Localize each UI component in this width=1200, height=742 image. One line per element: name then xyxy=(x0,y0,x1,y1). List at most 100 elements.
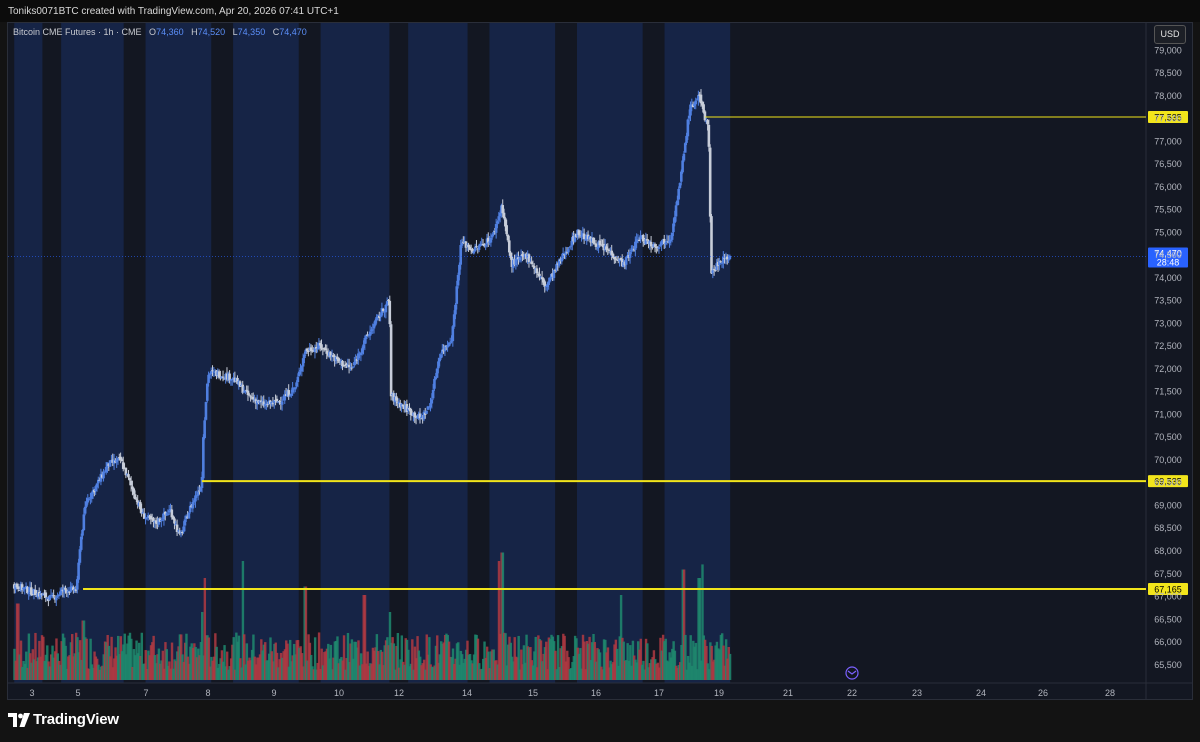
volume-bar xyxy=(32,659,36,680)
volume-bar xyxy=(68,655,71,680)
volume-bar xyxy=(711,661,715,680)
volume-bar xyxy=(169,668,172,680)
symbol-name[interactable]: Bitcoin CME Futures · 1h · CME xyxy=(13,27,142,37)
volume-bar xyxy=(527,647,531,680)
volume-bar xyxy=(306,660,309,680)
candle-body xyxy=(91,490,95,494)
volume-bar xyxy=(606,647,610,680)
volume-bar xyxy=(623,660,627,680)
volume-bar xyxy=(206,635,209,680)
ohlc-legend: Bitcoin CME Futures · 1h · CME O74,360 H… xyxy=(13,27,307,37)
y-tick-label: 78,000 xyxy=(1154,91,1182,101)
session-band xyxy=(61,23,124,683)
candle-body xyxy=(560,257,564,262)
candle-body xyxy=(370,329,373,331)
candle-body xyxy=(557,259,561,266)
candle-body xyxy=(624,257,628,265)
volume-bar xyxy=(98,669,102,680)
x-tick-label: 10 xyxy=(334,688,344,698)
candle-body xyxy=(90,492,94,499)
candle-body xyxy=(417,414,420,419)
y-tick-label: 68,500 xyxy=(1154,523,1182,533)
chart-pane[interactable]: 77,535 69,535 67,165 74,470 28:48 79,000 78,50… xyxy=(7,22,1193,700)
candle-body xyxy=(191,501,195,509)
volume-bar xyxy=(157,648,161,680)
candle-body xyxy=(368,331,372,336)
candle-body xyxy=(395,396,398,401)
volume-bar xyxy=(394,669,397,680)
candle-body xyxy=(488,241,491,243)
candle-body xyxy=(592,237,595,243)
volume-bar xyxy=(162,668,166,680)
tradingview-brand[interactable]: TradingView xyxy=(33,711,119,728)
event-marker-arrow-icon xyxy=(847,670,857,675)
volume-bar xyxy=(63,637,66,680)
candle-body xyxy=(140,508,143,514)
candle-body xyxy=(221,376,225,378)
y-tick-label: 76,500 xyxy=(1154,159,1182,169)
candle-body xyxy=(82,514,86,531)
volume-bar xyxy=(141,664,145,680)
volume-bar xyxy=(428,637,431,680)
candle-body xyxy=(208,373,212,375)
candle-body xyxy=(381,309,385,311)
candle-body xyxy=(129,480,133,486)
candle-body xyxy=(718,261,721,266)
volume-bar xyxy=(15,603,19,680)
candle-body xyxy=(30,587,33,595)
volume-bar xyxy=(443,635,447,680)
volume-bar xyxy=(105,642,108,680)
candle-body xyxy=(89,497,92,499)
volume-bar xyxy=(510,656,514,680)
candle-body xyxy=(535,268,539,274)
volume-bar xyxy=(615,648,619,680)
volume-bar xyxy=(397,667,401,680)
candle-body xyxy=(645,239,649,241)
candle-body xyxy=(601,244,604,246)
volume-bar xyxy=(478,663,481,680)
candle-body xyxy=(354,360,357,364)
volume-bar xyxy=(237,635,241,680)
volume-bar xyxy=(153,655,157,680)
candle-body xyxy=(119,456,122,460)
volume-bar xyxy=(577,653,581,680)
candle-body xyxy=(99,473,103,482)
volume-bar xyxy=(299,646,302,680)
volume-bar xyxy=(429,664,432,680)
volume-bar xyxy=(552,641,556,680)
volume-bar xyxy=(313,637,317,680)
x-tick-label: 19 xyxy=(714,688,724,698)
candle-body xyxy=(459,245,462,265)
candle-body xyxy=(274,399,277,401)
volume-bar xyxy=(392,643,396,680)
candle-body xyxy=(247,394,251,396)
volume-bar xyxy=(198,655,201,680)
volume-bar xyxy=(714,645,717,680)
candle-body xyxy=(114,460,117,463)
candle-body xyxy=(477,245,481,250)
candle-body xyxy=(712,269,716,271)
volume-bar xyxy=(480,668,484,680)
event-marker-icon[interactable] xyxy=(845,666,859,680)
volume-bar xyxy=(500,552,503,680)
chart-canvas[interactable]: 77,53569,53567,16574,47028:4879,00078,50… xyxy=(8,23,1193,700)
volume-bar xyxy=(430,666,434,680)
volume-bar xyxy=(201,612,204,680)
current-price-label: 74,470 xyxy=(1154,249,1182,259)
candle-body xyxy=(328,352,331,356)
volume-bar xyxy=(726,658,729,680)
candle-body xyxy=(360,348,364,354)
currency-button[interactable]: USD xyxy=(1154,25,1186,44)
volume-bar xyxy=(542,653,545,680)
volume-bar xyxy=(526,646,530,680)
candle-body xyxy=(106,462,109,469)
volume-bar xyxy=(503,632,506,680)
candle-body xyxy=(65,590,69,593)
volume-bar xyxy=(415,658,418,680)
candle-body xyxy=(398,403,402,408)
candle-body xyxy=(149,515,153,520)
y-tick-label: 77,000 xyxy=(1154,136,1182,146)
volume-bar xyxy=(593,642,597,680)
candle-body xyxy=(325,350,329,354)
volume-bar xyxy=(680,644,683,680)
